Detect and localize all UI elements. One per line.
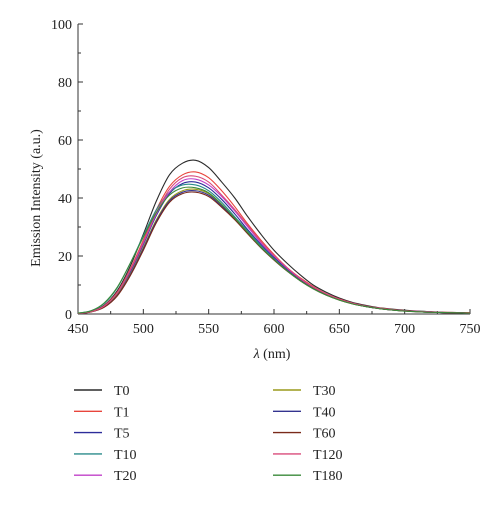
x-tick-label: 700 xyxy=(394,322,415,337)
axis-labels: Emission Intensity (a.u.) λ (nm) xyxy=(29,129,291,362)
legend: T0 T1 T5 T10 T20 T30 T40 T60 T120 T180 xyxy=(74,384,343,484)
y-axis-title: Emission Intensity (a.u.) xyxy=(29,129,44,267)
series-line-t0 xyxy=(77,159,471,314)
x-axis-title: λ (nm) xyxy=(253,347,291,362)
x-tick-label: 450 xyxy=(68,322,89,337)
series-line-t1 xyxy=(77,171,471,314)
series-line-t60 xyxy=(77,191,471,314)
legend-label-t1: T1 xyxy=(114,405,130,420)
series-line-t5 xyxy=(77,181,471,314)
legend-label-t60: T60 xyxy=(313,427,336,442)
legend-label-t30: T30 xyxy=(313,384,336,399)
legend-label-t0: T0 xyxy=(114,384,130,399)
series-line-t120 xyxy=(77,175,471,314)
series-line-t10 xyxy=(77,183,471,314)
x-tick-label: 500 xyxy=(133,322,154,337)
legend-label-t20: T20 xyxy=(114,469,137,484)
y-tick-label: 100 xyxy=(51,18,72,33)
y-tick-label: 60 xyxy=(58,134,72,149)
y-tick-label: 40 xyxy=(58,192,72,207)
y-tick-label: 80 xyxy=(58,76,72,91)
x-axis-title-unit: (nm) xyxy=(260,347,291,362)
series-lines xyxy=(77,159,471,314)
y-tick-label: 20 xyxy=(58,250,72,265)
x-tick-label: 550 xyxy=(198,322,219,337)
series-line-t20 xyxy=(77,178,471,314)
legend-label-t10: T10 xyxy=(114,448,137,463)
x-tick-label: 600 xyxy=(264,322,285,337)
x-tick-label: 750 xyxy=(460,322,481,337)
legend-label-t5: T5 xyxy=(114,427,130,442)
y-tick-label: 0 xyxy=(65,308,72,323)
legend-label-t120: T120 xyxy=(313,448,343,463)
series-line-t180 xyxy=(77,186,471,314)
x-tick-label: 650 xyxy=(329,322,350,337)
axes: 0 20 40 60 80 100 450 500 550 600 650 700 750 xyxy=(51,18,481,337)
legend-label-t40: T40 xyxy=(313,405,336,420)
legend-label-t180: T180 xyxy=(313,469,343,484)
x-axis-title-variable: λ xyxy=(253,347,260,362)
